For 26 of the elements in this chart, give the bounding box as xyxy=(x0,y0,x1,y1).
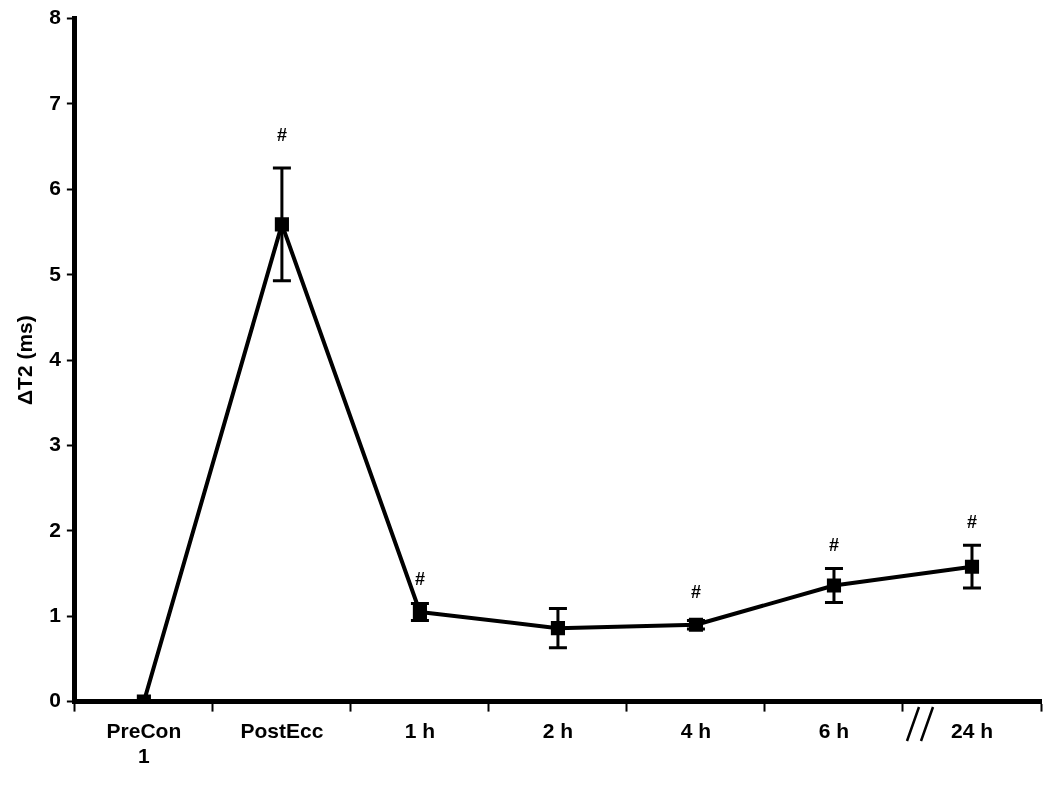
annotation: # xyxy=(828,535,839,556)
point xyxy=(826,578,842,593)
y-tick-label: 3 xyxy=(49,432,61,456)
y-tick-label: 4 xyxy=(49,346,62,370)
x-tick-label: PostEcc xyxy=(240,719,324,742)
annotation: # xyxy=(276,124,287,145)
annotation: # xyxy=(966,512,977,533)
point xyxy=(274,217,289,232)
y-tick-label: 6 xyxy=(49,176,61,200)
annotation: # xyxy=(690,581,701,602)
annotation: # xyxy=(414,568,425,589)
x-tick-label: 1 h xyxy=(404,719,436,742)
x-tick-label: 24 h xyxy=(950,719,994,742)
y-tick-label: 8 xyxy=(49,5,62,29)
point xyxy=(964,559,980,574)
y-tick-label: 7 xyxy=(49,90,61,114)
y-axis-title: ΔT2 (ms) xyxy=(13,315,37,405)
y-tick-label: 1 xyxy=(49,603,62,627)
x-tick-label: 4 h xyxy=(680,719,712,742)
y-tick-label: 2 xyxy=(49,517,61,541)
x-tick-label: PreCon 1 xyxy=(106,719,182,768)
point xyxy=(550,621,566,636)
x-tick-label: 6 h xyxy=(818,719,850,742)
y-tick-label: 5 xyxy=(49,261,62,285)
x-tick-label: 2 h xyxy=(542,719,574,742)
y-tick-label: 0 xyxy=(49,688,61,712)
